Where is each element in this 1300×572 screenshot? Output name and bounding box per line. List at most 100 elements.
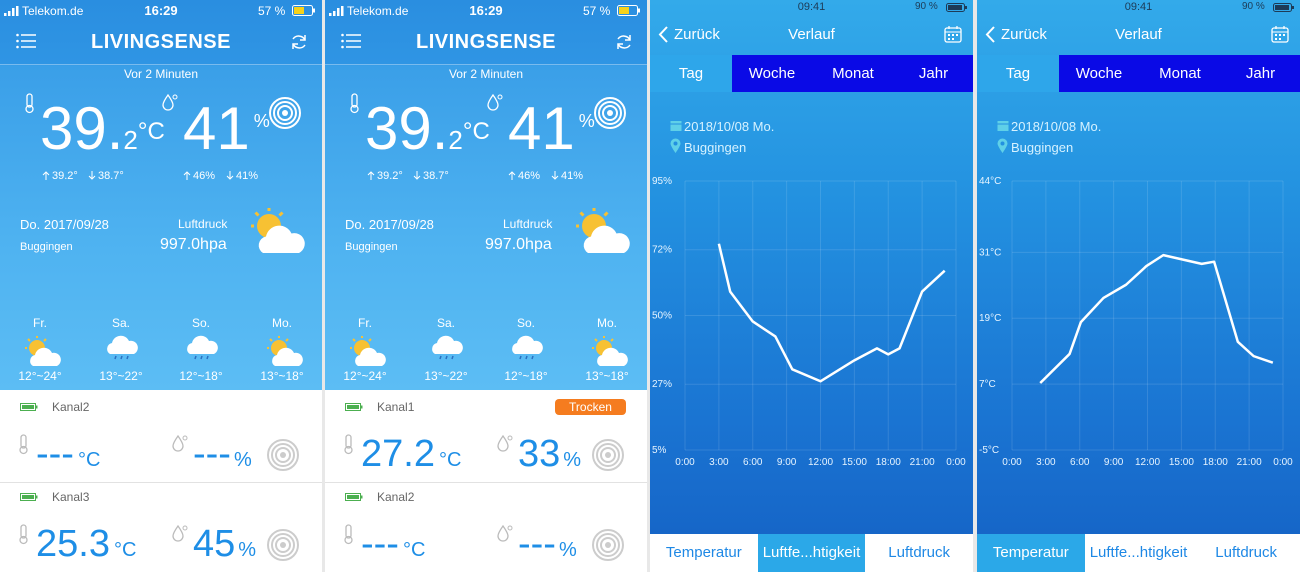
battery-indicator bbox=[345, 403, 363, 411]
back-icon[interactable] bbox=[985, 26, 996, 43]
channel-temp-value: 27.2 bbox=[361, 433, 435, 475]
period-tab[interactable]: Woche bbox=[1059, 55, 1139, 92]
menu-button[interactable] bbox=[16, 33, 36, 49]
pressure-label: Luftdruck bbox=[503, 217, 553, 231]
temperature-decimal: 2 bbox=[448, 125, 463, 155]
bottom-tab[interactable]: Luftdruck bbox=[1192, 534, 1300, 572]
row-divider bbox=[0, 482, 322, 483]
refresh-button[interactable] bbox=[615, 33, 633, 51]
forecast-day: Fr. bbox=[33, 316, 47, 330]
temperature-decimal: 2 bbox=[123, 125, 138, 155]
forecast-icon bbox=[25, 336, 61, 366]
pressure-value: 997.0hpa bbox=[160, 236, 227, 253]
period-tab[interactable]: Woche bbox=[732, 55, 812, 92]
period-tab[interactable]: Jahr bbox=[894, 55, 973, 92]
back-button[interactable]: Zurück bbox=[1001, 26, 1047, 43]
location-icon bbox=[670, 138, 681, 153]
y-tick-label: 72% bbox=[652, 245, 672, 256]
bottom-tab[interactable]: Luftdruck bbox=[865, 534, 973, 572]
channel-humidity: 33% bbox=[518, 433, 581, 476]
x-tick-label: 0:00 bbox=[675, 457, 695, 468]
period-tab[interactable]: Monat bbox=[1139, 55, 1221, 92]
calendar-button[interactable] bbox=[1271, 25, 1289, 43]
forecast-range: 12°~24° bbox=[343, 369, 387, 383]
period-tab[interactable]: Jahr bbox=[1221, 55, 1300, 92]
channel-hum-unit: % bbox=[233, 449, 252, 471]
forecast-icon bbox=[187, 335, 218, 360]
y-tick-label: 50% bbox=[652, 311, 672, 322]
phone-screen: 09:41 90 % Zurück Verlauf Tag Woche Monat Jahr 2… bbox=[977, 0, 1300, 572]
battery-text: 57 % bbox=[258, 4, 286, 18]
channel-name: Kanal3 bbox=[52, 490, 90, 504]
forecast-range: 12°~24° bbox=[18, 369, 62, 383]
forecast-icon bbox=[512, 335, 543, 360]
date: Do. 2017/09/28 bbox=[20, 217, 109, 232]
arrow-icons bbox=[367, 171, 559, 180]
channel-temp-unit: °C bbox=[438, 449, 462, 471]
forecast-day: Sa. bbox=[111, 316, 130, 330]
calendar-button[interactable] bbox=[944, 25, 962, 43]
x-tick-label: 15:00 bbox=[842, 457, 867, 468]
location: Buggingen bbox=[345, 241, 398, 253]
forecast-day: Sa. bbox=[436, 316, 455, 330]
location-icon bbox=[997, 138, 1008, 153]
signal-icon bbox=[592, 439, 624, 471]
updated-time: Vor 2 Minuten bbox=[123, 67, 199, 81]
humidity-main: 41 bbox=[183, 95, 250, 162]
status-badge: Trocken bbox=[555, 399, 626, 415]
status-time: 09:41 bbox=[797, 1, 826, 13]
arrow-icons bbox=[42, 171, 234, 180]
thermometer-icon bbox=[19, 434, 28, 455]
x-tick-label: 18:00 bbox=[1203, 457, 1228, 468]
channel-name: Kanal2 bbox=[52, 400, 90, 414]
x-tick-label: 15:00 bbox=[1169, 457, 1194, 468]
history-chart: 95% 72% 50% 27% 5% 0:00 3:00 6:00 9:00 12:00 15:00… bbox=[652, 176, 966, 468]
header-bg bbox=[325, 0, 647, 390]
calendar-icon bbox=[670, 121, 682, 131]
date: 2018/10/08 Mo. bbox=[1011, 119, 1102, 134]
channel-temperature: 25.3 °C bbox=[36, 523, 136, 566]
humidity-main: 41 bbox=[508, 95, 575, 162]
x-tick-label: 21:00 bbox=[1237, 457, 1262, 468]
x-tick-label: 6:00 bbox=[743, 457, 763, 468]
channel-temperature: --- °C bbox=[361, 523, 425, 566]
signal-bars bbox=[329, 6, 344, 16]
bottom-tab[interactable]: Temperatur bbox=[977, 534, 1085, 572]
channel-hum-value: --- bbox=[193, 433, 231, 475]
nav-title: Verlauf bbox=[1115, 26, 1162, 43]
drop-icon bbox=[172, 434, 188, 452]
y-tick-label: 31°C bbox=[979, 247, 1001, 258]
date: 2018/10/08 Mo. bbox=[684, 119, 775, 134]
status-time: 16:29 bbox=[469, 3, 503, 18]
period-tab[interactable]: Tag bbox=[977, 55, 1059, 92]
temperature-unit: °C bbox=[462, 118, 490, 145]
history-chart: 44°C31°C19°C7°C-5°C0:00 3:00 6:00 9:00 12:00… bbox=[979, 176, 1293, 468]
x-tick-label: 9:00 bbox=[777, 457, 797, 468]
back-button[interactable]: Zurück bbox=[674, 26, 720, 43]
battery-icon bbox=[617, 5, 640, 16]
humidity-unit: % bbox=[253, 111, 270, 131]
period-tab[interactable]: Monat bbox=[812, 55, 894, 92]
channel-humidity: ---% bbox=[193, 433, 252, 476]
x-tick-label: 12:00 bbox=[1135, 457, 1160, 468]
weather-icon bbox=[251, 208, 305, 253]
channel-temp-value: --- bbox=[361, 523, 399, 565]
menu-button[interactable] bbox=[341, 33, 361, 49]
period-tab[interactable]: Tag bbox=[650, 55, 732, 92]
x-tick-label: 3:00 bbox=[709, 457, 729, 468]
background bbox=[650, 0, 973, 572]
bottom-tab[interactable]: Luftfe...htigkeit bbox=[757, 534, 866, 572]
channel-hum-unit: % bbox=[238, 539, 257, 561]
bottom-tab[interactable]: Temperatur bbox=[650, 534, 758, 572]
forecast-day: So. bbox=[516, 316, 535, 330]
channel-temp-value: 25.3 bbox=[36, 523, 110, 565]
refresh-button[interactable] bbox=[290, 33, 308, 51]
hum-max: 46% bbox=[193, 170, 216, 182]
bottom-tab[interactable]: Luftfe...htigkeit bbox=[1084, 534, 1193, 572]
x-tick-label: 0:00 bbox=[1002, 457, 1022, 468]
row-divider bbox=[325, 482, 647, 483]
x-tick-label: 21:00 bbox=[910, 457, 935, 468]
back-icon[interactable] bbox=[658, 26, 669, 43]
y-tick-label: 19°C bbox=[979, 313, 1001, 324]
forecast-range: 13°~22° bbox=[99, 369, 143, 383]
